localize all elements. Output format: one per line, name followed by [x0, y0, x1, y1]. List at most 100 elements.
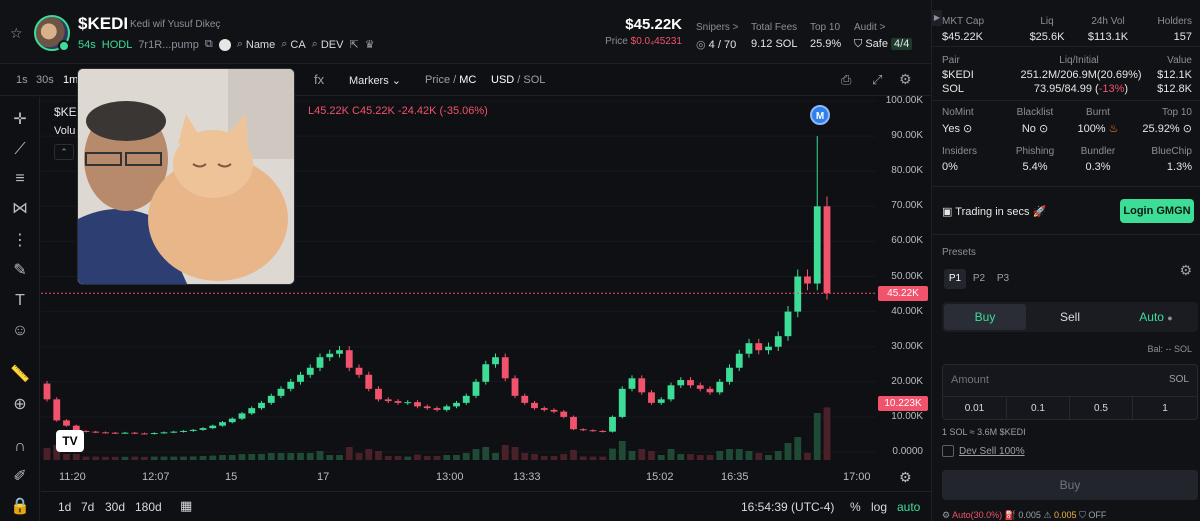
candle-body	[482, 364, 490, 382]
mode-sell-tab[interactable]: Sell	[1059, 310, 1080, 324]
price-mc-toggle[interactable]: Price / MC	[425, 74, 477, 86]
buy-submit-button[interactable]: Buy	[942, 470, 1198, 500]
magnet-icon[interactable]: ∩	[14, 438, 26, 455]
timeframe-1m[interactable]: 1m	[63, 74, 79, 86]
audit-stat[interactable]: Audit > ⛉ Safe 4/4	[854, 22, 913, 51]
candle-body	[540, 408, 548, 410]
snipers-stat[interactable]: Snipers > ◎ 4 / 70	[696, 22, 739, 51]
candle-body	[423, 406, 431, 409]
token-name: Kedi wif Yusuf Dikeç	[130, 19, 221, 30]
ruler-icon[interactable]: 📏	[10, 366, 30, 383]
range-1d[interactable]: 1d	[58, 500, 72, 514]
target-icon: ◎	[696, 39, 706, 51]
candle-body	[501, 357, 509, 379]
zoom-in-icon[interactable]: ⊕	[13, 396, 27, 413]
x-tick-label: 13:00	[436, 471, 464, 483]
search-icon: ⌕	[311, 38, 318, 50]
candle-body	[531, 402, 538, 409]
preset-p3[interactable]: P3	[996, 273, 1010, 284]
tip-value[interactable]: 0.005	[1054, 510, 1077, 520]
token-image-popup	[77, 68, 295, 285]
emoji-icon[interactable]: ☺	[11, 322, 29, 339]
quick-amount-1[interactable]: 1	[1132, 396, 1197, 420]
volume-bar	[579, 456, 587, 460]
chart-clock: 16:54:39 (UTC-4)	[741, 500, 835, 514]
mev-protect-value[interactable]: OFF	[1088, 510, 1107, 520]
login-gmgn-button[interactable]: Login GMGN	[1120, 199, 1194, 223]
volume-bar	[609, 448, 616, 460]
volume-bar	[43, 448, 51, 460]
auto-toggle[interactable]: auto	[897, 500, 921, 514]
volume-bar	[82, 456, 90, 460]
quick-amount-01[interactable]: 0.1	[1006, 396, 1069, 420]
volume-bar	[306, 453, 314, 460]
range-7d[interactable]: 7d	[81, 500, 95, 514]
migration-marker[interactable]: M	[810, 105, 830, 125]
mode-auto-tab[interactable]: Auto ●	[1114, 302, 1198, 332]
mode-buy-tab[interactable]: Buy	[944, 304, 1026, 330]
timeframe-30s[interactable]: 30s	[36, 74, 54, 86]
y-tick-label: 20.00K	[891, 375, 923, 387]
holders-value: 157	[1173, 31, 1192, 43]
blacklist-value-row: No ⊙	[1005, 122, 1065, 135]
collapse-legend-button[interactable]: ⌃	[54, 144, 74, 160]
indicators-icon[interactable]: fx	[314, 72, 325, 87]
preset-settings-icon[interactable]: ⚙	[1179, 262, 1192, 278]
volume-bar	[696, 455, 704, 460]
currency-toggle[interactable]: USD / SOL	[491, 74, 546, 86]
candle-body	[258, 402, 265, 409]
search-ca-button[interactable]: ⌕ CA	[281, 38, 305, 51]
camera-icon[interactable]: ⎙	[841, 72, 852, 87]
lock-icon[interactable]: 🔒	[10, 498, 30, 515]
fire-icon: ♨	[1108, 123, 1119, 135]
collapse-panel-icon[interactable]: ▶	[932, 10, 942, 26]
volume-bar	[638, 449, 646, 460]
search-icon: ⌕	[236, 38, 243, 50]
calendar-icon[interactable]: ▦	[180, 498, 193, 513]
preset-p2[interactable]: P2	[972, 273, 986, 284]
brush-icon[interactable]: ✎	[13, 262, 27, 279]
range-180d[interactable]: 180d	[135, 500, 162, 514]
x-tick-label: 17:00	[843, 471, 871, 483]
log-toggle[interactable]: log	[871, 500, 888, 514]
lock-pencil-icon[interactable]: ✐	[13, 468, 27, 485]
token-avatar[interactable]	[34, 15, 70, 51]
pattern-icon[interactable]: ⋈	[12, 200, 28, 217]
search-dev-button[interactable]: ⌕ DEV	[312, 38, 344, 51]
favorite-star-icon[interactable]: ☆	[10, 25, 23, 41]
x-tick-label: 13:33	[513, 471, 541, 483]
search-name-button[interactable]: ⌕ Name	[237, 38, 276, 51]
quick-amount-05[interactable]: 0.5	[1069, 396, 1132, 420]
contract-address[interactable]: 7r1R...pump	[138, 38, 199, 51]
candle-body	[472, 381, 480, 396]
text-tool-icon[interactable]: T	[15, 292, 25, 309]
candle-body	[199, 428, 207, 430]
external-link-icon[interactable]: ⇱	[349, 39, 359, 51]
percent-toggle[interactable]: %	[850, 500, 861, 514]
copy-icon[interactable]: ⧉	[204, 38, 213, 50]
settings-gear-icon[interactable]: ⚙	[899, 71, 912, 87]
volume-bar	[726, 449, 733, 460]
range-30d[interactable]: 30d	[105, 500, 126, 514]
quick-amount-001[interactable]: 0.01	[943, 396, 1006, 420]
timeframe-1s[interactable]: 1s	[16, 74, 28, 86]
dev-sell-checkbox[interactable]: Dev Sell 100%	[942, 445, 1025, 457]
crosshair-icon[interactable]: ✛	[13, 111, 27, 128]
candle-body	[82, 430, 90, 432]
markers-dropdown[interactable]: Markers ⌄	[349, 74, 401, 87]
volume-bar	[336, 455, 343, 460]
slippage-value[interactable]: Auto(30.0%)	[952, 510, 1003, 520]
amount-placeholder: Amount	[951, 374, 989, 386]
amount-input-box[interactable]: Amount SOL 0.01 0.1 0.5 1	[942, 364, 1198, 420]
candle-body	[433, 408, 441, 410]
candle-body	[657, 399, 665, 403]
horizontal-lines-icon[interactable]: ≡	[15, 170, 25, 187]
crown-icon[interactable]: ♛	[364, 39, 375, 51]
axis-settings-icon[interactable]: ⚙	[899, 469, 912, 485]
trend-line-icon[interactable]: ⟋	[14, 141, 26, 158]
fullscreen-icon[interactable]: ⤢	[872, 72, 883, 87]
preset-p1[interactable]: P1	[944, 269, 966, 289]
priority-fee-value[interactable]: 0.005	[1018, 510, 1041, 520]
measure-icon[interactable]: ⋮	[12, 232, 28, 249]
candle-body	[609, 416, 616, 432]
